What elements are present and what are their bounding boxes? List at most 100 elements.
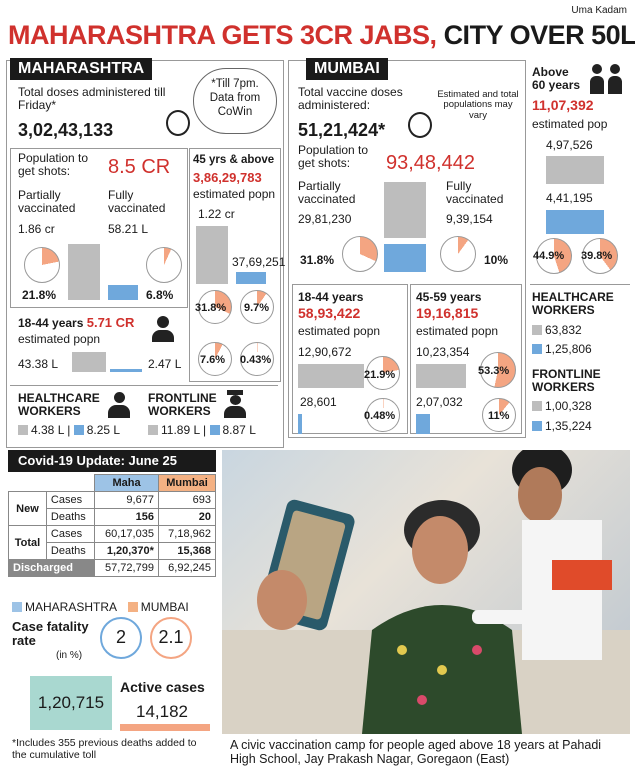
active-label: Active cases	[120, 679, 205, 695]
covid-title: Covid-19 Update: June 25	[8, 450, 216, 472]
mumbai-pct-partial: 31.8%	[300, 253, 335, 267]
cfr-label: Case fatality rate	[12, 619, 89, 649]
maha-18-partial-pie	[198, 342, 232, 376]
new-deaths-mumbai: 20	[157, 508, 217, 526]
byline: Uma Kadam	[571, 5, 627, 16]
mumbai-45-fully-pie	[482, 398, 516, 432]
partial-swatch	[532, 401, 542, 411]
maha-population-box	[10, 148, 188, 308]
mumbai-60-pct-partial: 44.9%	[533, 250, 565, 262]
mumbai-swatch	[127, 602, 138, 612]
row-total: Total	[8, 525, 47, 560]
partial-swatch	[532, 325, 542, 335]
maha-18-fully-value: 2.47 L	[148, 357, 182, 371]
mumbai-partial-bar	[384, 182, 426, 238]
total-deaths-maha: 1,20,370*	[94, 542, 159, 560]
maha-45-value: 3,86,29,783	[193, 170, 262, 185]
row-new: New	[8, 491, 47, 526]
active-mumbai-bar	[120, 724, 210, 731]
mumbai-60-partial-bar	[546, 156, 604, 184]
maha-flw-values: 11.89 L | 8.87 L	[148, 423, 256, 437]
mumbai-flw-fully-row: 1,35,224	[532, 419, 592, 433]
maha-partial-bar	[68, 244, 100, 300]
row-deaths: Deaths	[45, 542, 96, 560]
mumbai-tab: MUMBAI	[306, 58, 388, 80]
maha-hcw-fully: 8.25 L	[86, 423, 121, 437]
person-icon	[152, 316, 174, 342]
mumbai-flw-partial: 1,00,328	[545, 399, 592, 413]
mumbai-45-fully-value: 2,07,032	[416, 395, 463, 409]
maha-18-partial-bar	[72, 352, 106, 372]
doctor-icon	[108, 392, 130, 418]
mumbai-partial-value: 29,81,230	[298, 212, 352, 226]
maha-flw-fully: 8.87 L	[222, 423, 256, 437]
maha-18-value: 5.71 CR	[86, 315, 135, 330]
cfr-mumbai: 2.1	[150, 617, 192, 659]
maha-18-pct-fully: 0.43%	[240, 354, 272, 366]
mumbai-18-partial-bar	[298, 364, 364, 388]
covid-legend: MAHARASHTRA MUMBAI	[12, 600, 189, 614]
mumbai-panel	[288, 60, 526, 438]
maha-18-fully-bar	[110, 369, 142, 372]
mumbai-18-pct-partial: 21.9%	[364, 369, 396, 381]
maha-flw-partial: 11.89 L	[161, 423, 200, 437]
maha-18-fully-pie	[240, 342, 274, 376]
mumbai-18-pct-fully: 0.48%	[364, 410, 396, 422]
active-mumbai: 14,182	[136, 702, 188, 721]
new-cases-mumbai: 693	[157, 491, 217, 509]
mumbai-partial-label: Partially vaccinated	[298, 179, 356, 207]
stopwatch-icon	[166, 110, 190, 136]
mumbai-45-label: 45-59 years	[416, 290, 482, 304]
maha-pct-fully: 6.8%	[146, 288, 174, 302]
maha-partial-value: 1.86 cr	[18, 222, 55, 236]
maha-workers-divider	[10, 385, 278, 386]
mumbai-60-pct-fully: 39.8%	[581, 250, 613, 262]
mumbai-pct-fully: 10%	[484, 253, 509, 267]
maha-45-box	[189, 148, 281, 382]
mumbai-hcw-label: HEALTHCARE WORKERS	[532, 290, 614, 318]
total-cases-mumbai: 7,18,962	[157, 525, 217, 543]
maha-hcw-values: 4.38 L | 8.25 L	[18, 423, 121, 437]
mumbai-45-partial-pie	[480, 352, 516, 388]
maha-45-fully-pie	[240, 290, 274, 324]
maha-partial-pie	[24, 247, 60, 283]
col-maha: Maha	[94, 474, 159, 492]
maha-45-partial-pie	[198, 290, 232, 324]
cfr-maha: 2	[100, 617, 142, 659]
mumbai-flw-partial-row: 1,00,328	[532, 399, 592, 413]
mumbai-18-label: 18-44 years	[298, 290, 364, 304]
mumbai-flw-label: FRONTLINE WORKERS	[532, 367, 601, 395]
legend-mumbai: MUMBAI	[140, 600, 189, 614]
mumbai-45-sub: estimated popn	[416, 324, 499, 338]
mumbai-hcw-partial: 63,832	[545, 323, 582, 337]
maha-45-label: 45 yrs & above	[193, 154, 275, 166]
mumbai-60-fully-bar	[546, 210, 604, 234]
maha-45-pct-partial: 31.8%	[195, 302, 227, 314]
new-cases-maha: 9,677	[94, 491, 159, 509]
mumbai-60-partial-pie	[536, 238, 572, 274]
fully-swatch	[532, 421, 542, 431]
partial-swatch	[18, 425, 28, 435]
elderly-couple-icon	[590, 64, 626, 94]
mumbai-partial-pie	[342, 236, 378, 272]
police-icon	[224, 390, 246, 418]
maha-18-sub: estimated popn	[18, 332, 101, 346]
maha-45-fully-bar	[236, 272, 266, 284]
mumbai-flw-fully: 1,35,224	[545, 419, 592, 433]
cfr-unit: (in %)	[56, 650, 83, 661]
maharashtra-tab: MAHARASHTRA	[10, 58, 153, 80]
headline: MAHARASHTRA GETS 3CR JABS, CITY OVER 50L	[8, 20, 635, 51]
mumbai-18-partial-value: 12,90,672	[298, 345, 352, 359]
mumbai-60-value: 11,07,392	[532, 97, 594, 113]
mumbai-fully-pie	[440, 236, 476, 272]
maha-fully-bar	[108, 285, 138, 300]
mumbai-18-fully-pie	[366, 398, 400, 432]
mumbai-doses-value: 51,21,424*	[298, 120, 386, 140]
discharged-mumbai: 6,92,245	[157, 559, 217, 577]
maha-45-fully-value: 37,69,251	[232, 255, 286, 269]
mumbai-45-value: 19,16,815	[416, 305, 479, 321]
maha-18-pct-partial: 7.6%	[200, 354, 226, 366]
row-cases: Cases	[45, 491, 96, 509]
mumbai-60-fully-pie	[582, 238, 618, 274]
mumbai-18-fully-value: 28,601	[300, 395, 337, 409]
